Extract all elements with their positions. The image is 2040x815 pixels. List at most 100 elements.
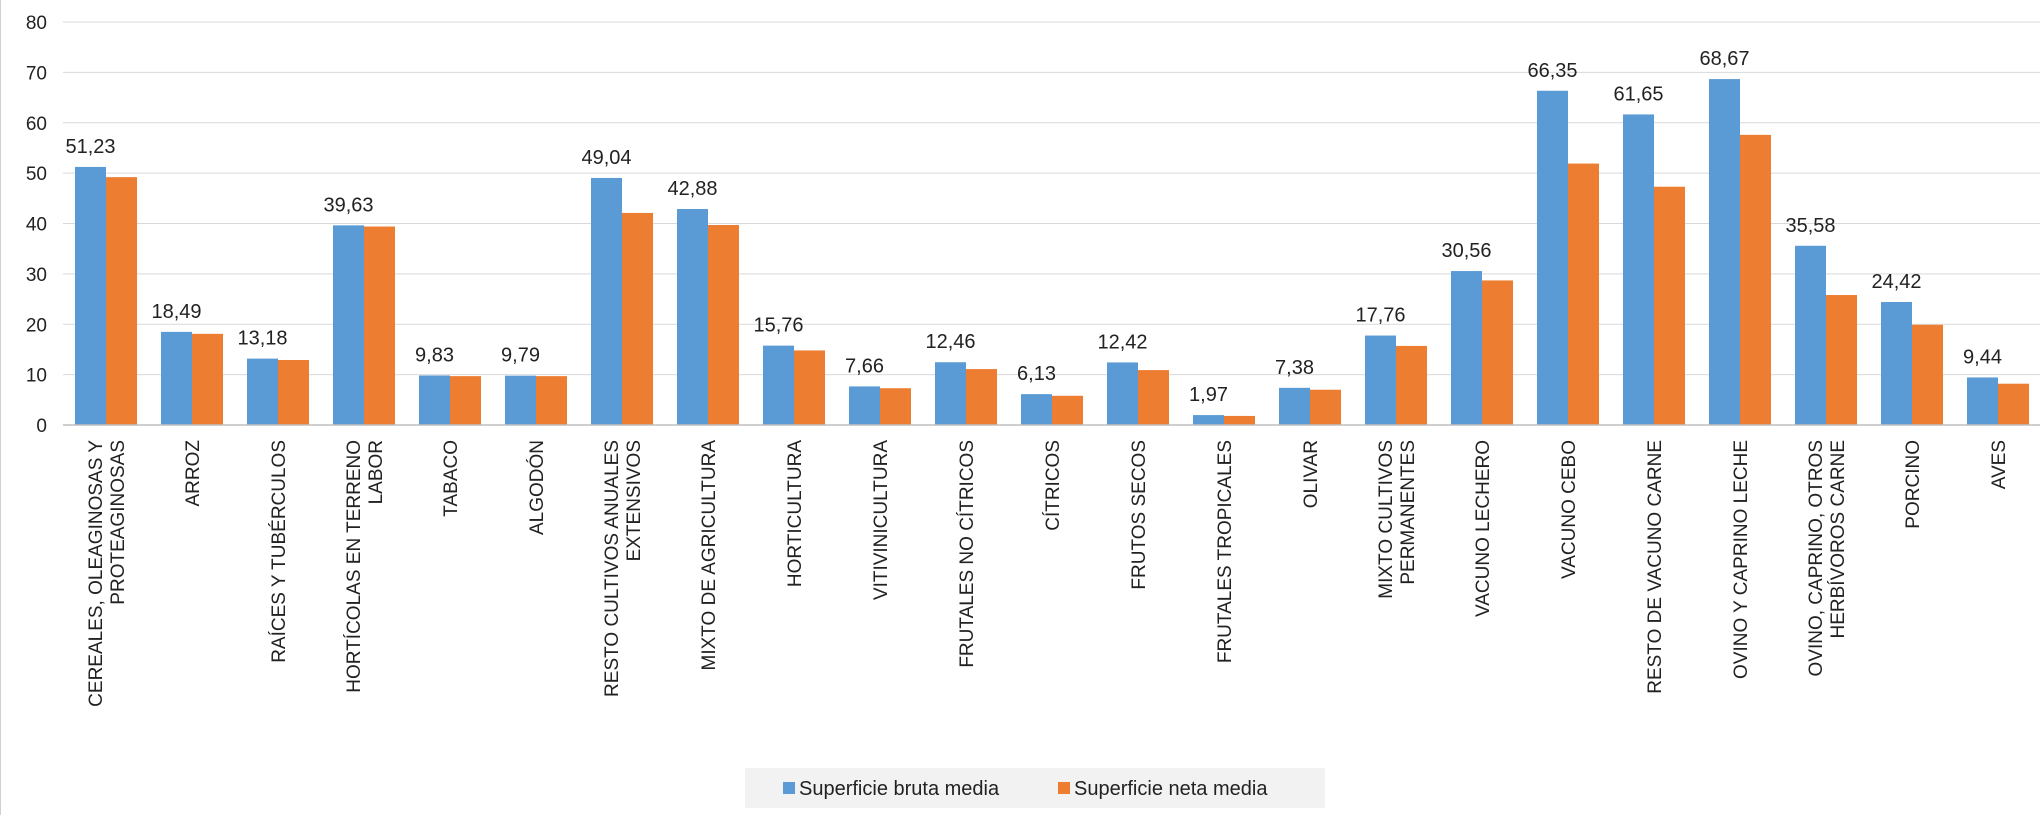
category-label: RAÍCES Y TUBÉRCULOS [269,440,290,663]
data-label: 18,49 [151,301,201,323]
category-label: MIXTO DE AGRICULTURA [699,440,720,671]
bar-neta [1224,415,1255,425]
y-tick-label: 70 [26,63,47,84]
bar-neta [966,369,997,425]
bar-bruta [75,166,106,425]
category-label: PORCINO [1903,440,1924,529]
data-label: 15,76 [753,315,803,337]
data-label: 35,58 [1785,215,1835,237]
data-label: 66,35 [1527,60,1577,82]
data-label: 30,56 [1441,240,1491,262]
data-label: 7,38 [1275,357,1314,379]
legend-swatch-neta [1058,782,1070,794]
data-label: 24,42 [1871,271,1921,293]
data-label: 51,23 [65,136,115,158]
bar-neta [1396,345,1427,425]
y-axis-ticks: 0 10 20 30 40 50 60 70 80 [26,13,47,437]
category-label: RESTO DE VACUNO CARNE [1645,440,1666,694]
y-tick-label: 80 [26,13,47,34]
data-label: 12,42 [1097,331,1147,353]
bar-neta [1912,324,1943,425]
data-labels: 51,23 18,49 13,18 39,63 9,83 9,79 49,04 42,88 15… [65,48,2002,406]
category-label: AVES [1989,440,2010,489]
data-label: 9,83 [415,344,454,366]
bar-bruta [1881,301,1912,425]
bar-neta [364,226,395,425]
bar-neta [880,388,911,425]
bar-neta [1138,370,1169,425]
bar-neta [278,360,309,425]
data-label: 9,44 [1963,346,2002,368]
category-label: ALGODÓN [526,440,548,535]
category-label: TABACO [441,440,462,517]
bar-neta [1482,280,1513,425]
y-tick-label: 20 [26,315,47,336]
category-label: RESTO CULTIVOS ANUALESEXTENSIVOS [602,440,645,697]
bar-neta [794,350,825,425]
category-label: CEREALES, OLEAGINOSAS YPROTEAGINOSAS [86,440,129,707]
y-tick-label: 60 [26,114,47,135]
category-label: VACUNO LECHERO [1473,440,1494,617]
bar-neta [1826,295,1857,425]
data-label: 61,65 [1613,83,1663,105]
bar-bruta [1107,362,1138,425]
legend-swatch-bruta [783,782,795,794]
legend-box [745,768,1325,808]
data-label: 49,04 [581,147,631,169]
category-label: OVINO, CAPRINO, OTROSHERBÍVOROS CARNE [1806,440,1849,676]
data-label: 1,97 [1189,384,1228,406]
bar-bruta [161,331,192,425]
data-label: 6,13 [1017,363,1056,385]
bar-bruta [591,177,622,425]
y-tick-label: 0 [36,416,47,437]
bar-bruta [419,375,450,425]
category-labels: CEREALES, OLEAGINOSAS YPROTEAGINOSAS ARRO… [86,440,2010,707]
data-label: 7,66 [845,355,884,377]
category-label: VACUNO CEBO [1559,440,1580,579]
data-label: 17,76 [1355,305,1405,327]
bar-bruta [1537,90,1568,425]
bar-bruta [1967,377,1998,425]
bar-neta [1052,395,1083,425]
bar-bruta [1795,245,1826,425]
category-label: FRUTOS SECOS [1129,440,1150,590]
bar-neta [1740,134,1771,425]
y-tick-label: 30 [26,265,47,286]
bar-bruta [247,358,278,425]
bar-bruta [677,208,708,425]
bars [75,79,2029,426]
category-label: ARROZ [183,440,204,507]
category-label: HORTICULTURA [785,440,806,587]
data-label: 42,88 [667,178,717,200]
bar-bruta [1021,394,1052,425]
bar-bruta [849,386,880,425]
bar-bruta [1279,387,1310,425]
data-label: 12,46 [925,331,975,353]
category-label: FRUTALES NO CÍTRICOS [957,440,978,668]
bar-neta [708,225,739,425]
bar-neta [536,376,567,425]
data-label: 39,63 [323,194,373,216]
bar-neta [106,177,137,425]
category-label: OVINO Y CAPRINO LECHE [1731,440,1752,679]
y-tick-label: 40 [26,215,47,236]
bar-bruta [1709,79,1740,425]
category-label: CÍTRICOS [1043,440,1064,531]
category-label: MIXTO CULTIVOSPERMANENTES [1376,440,1419,599]
category-label: HORTÍCOLAS EN TERRENOLABOR [344,440,387,693]
legend: Superficie bruta media Superficie neta me… [745,768,1325,808]
bar-neta [622,212,653,425]
y-tick-label: 10 [26,366,47,387]
bar-neta [450,376,481,425]
bar-bruta [1451,271,1482,425]
y-tick-label: 50 [26,164,47,185]
bar-bruta [1193,415,1224,425]
bar-neta [192,333,223,425]
category-label: VITIVINICULTURA [871,440,892,600]
bar-bruta [1365,335,1396,425]
bar-bruta [935,362,966,425]
bar-bruta [1623,114,1654,426]
bar-bruta [333,225,364,425]
bar-bruta [505,375,536,425]
